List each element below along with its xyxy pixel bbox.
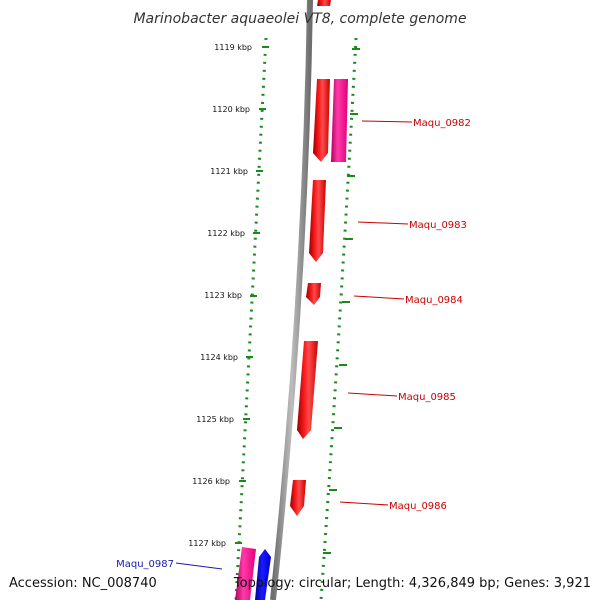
gene-features [235,0,348,600]
gene-label-maqu-0987[interactable]: Maqu_0987 [116,559,174,570]
tick-label: 1123 kbp [204,291,242,300]
gene-label-maqu-0985[interactable]: Maqu_0985 [398,392,456,403]
tick-label: 1121 kbp [210,167,248,176]
leader-line [175,562,223,570]
tick-label: 1125 kbp [196,415,234,424]
inner-tick-marks [235,46,269,544]
inner-dotted-track [234,37,268,600]
label-leaders [175,120,413,570]
gene-label-maqu-0982[interactable]: Maqu_0982 [413,118,471,129]
gene-feature-maqu-0982-alt[interactable] [331,79,348,162]
map-title: Marinobacter aquaeolei VT8, complete gen… [133,11,466,27]
tick-label: 1126 kbp [192,477,230,486]
accession-text: Accession: NC_008740 [9,576,157,591]
gene-feature-maqu-0987[interactable] [255,549,271,600]
gene-feature-maqu-0982[interactable] [313,79,330,162]
gene-feature-maqu-0983[interactable] [309,180,326,262]
leader-line [357,221,409,225]
tick-label: 1127 kbp [188,539,226,548]
leader-line [347,392,398,397]
tick-labels: 1119 kbp 1120 kbp 1121 kbp 1122 kbp 1123… [188,43,252,548]
gene-label-maqu-0984[interactable]: Maqu_0984 [405,295,463,306]
topology-text: Topology: circular; Length: 4,326,849 bp… [233,576,591,591]
gene-feature-maqu-0984[interactable] [306,283,321,305]
gene-feature-top-partial[interactable] [317,0,331,6]
tick-label: 1122 kbp [207,229,245,238]
gene-feature-maqu-0985[interactable] [297,341,318,439]
tick-label: 1119 kbp [214,43,252,52]
tick-label: 1120 kbp [212,105,250,114]
tick-label: 1124 kbp [200,353,238,362]
outer-tick-marks [323,48,360,554]
gene-feature-bottom-pink[interactable] [235,547,256,600]
gene-label-maqu-0983[interactable]: Maqu_0983 [409,220,467,231]
outer-dotted-track [319,37,358,600]
gene-feature-maqu-0986[interactable] [290,480,306,516]
gene-label-maqu-0986[interactable]: Maqu_0986 [389,501,447,512]
leader-line [361,120,413,123]
leader-line [339,501,389,506]
backbone-track [270,0,313,600]
leader-line [353,295,405,300]
gene-labels: Maqu_0982 Maqu_0983 Maqu_0984 Maqu_0985 … [116,118,471,570]
